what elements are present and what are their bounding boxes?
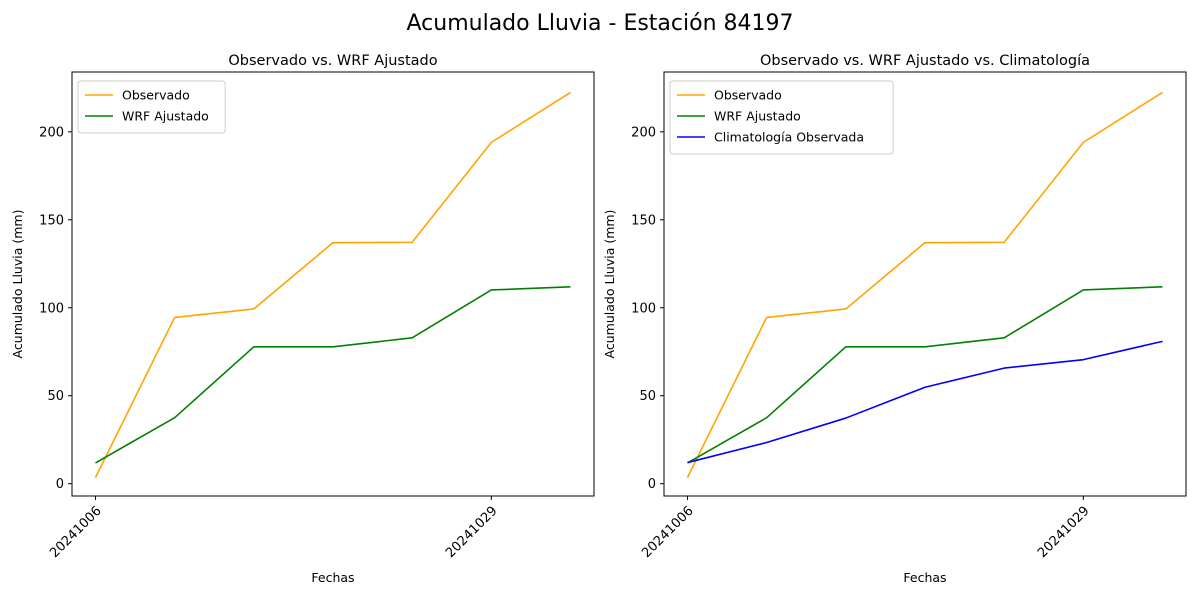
- series-line-observado: [686, 91, 1163, 478]
- y-tick-label: 150: [39, 213, 64, 228]
- legend: Observado WRF Ajustado: [77, 80, 226, 134]
- y-tick-label: 0: [648, 477, 656, 492]
- legend-label-observado: Observado: [122, 88, 190, 103]
- legend-box: [77, 80, 226, 134]
- series-line-climatologia-observada: [687, 340, 1163, 464]
- y-tick-label: 100: [631, 301, 656, 316]
- y-tick-label: 200: [631, 125, 656, 140]
- y-tick-label: 150: [631, 213, 656, 228]
- y-tick-label: 50: [639, 389, 656, 404]
- figure-suptitle: Acumulado Lluvia - Estación 84197: [407, 11, 794, 36]
- subplot-title: Observado vs. WRF Ajustado vs. Climatolo…: [760, 53, 1090, 69]
- series-line-wrf-ajustado: [95, 286, 571, 464]
- x-axis-label: Fechas: [311, 570, 354, 585]
- y-tick-label: 50: [47, 389, 64, 404]
- axes-frame: [663, 71, 1187, 497]
- y-tick-label: 200: [39, 125, 64, 140]
- legend: Observado WRF Ajustado Climatología Observ…: [669, 80, 894, 155]
- legend-label-climatologia-observada: Climatología Observada: [714, 130, 864, 145]
- y-axis-label: Acumulado Lluvia (mm): [10, 210, 25, 359]
- legend-label-wrf-ajustado: WRF Ajustado: [714, 109, 801, 124]
- legend-box: [669, 80, 894, 155]
- y-tick-label: 0: [56, 477, 64, 492]
- chart-observado-vs-wrf-vs-climatologia: Observado vs. WRF Ajustado vs. Climatolo…: [602, 53, 1187, 585]
- series-lines: [686, 91, 1163, 478]
- axes-frame: [71, 71, 595, 497]
- legend-label-observado: Observado: [714, 88, 782, 103]
- y-axis-label: Acumulado Lluvia (mm): [602, 210, 617, 359]
- series-line-wrf-ajustado: [687, 286, 1163, 464]
- series-lines: [94, 91, 571, 478]
- x-axis-label: Fechas: [903, 570, 946, 585]
- legend-label-wrf-ajustado: WRF Ajustado: [122, 109, 209, 124]
- series-line-observado: [94, 91, 571, 478]
- subplot-title: Observado vs. WRF Ajustado: [228, 53, 437, 69]
- y-tick-label: 100: [39, 301, 64, 316]
